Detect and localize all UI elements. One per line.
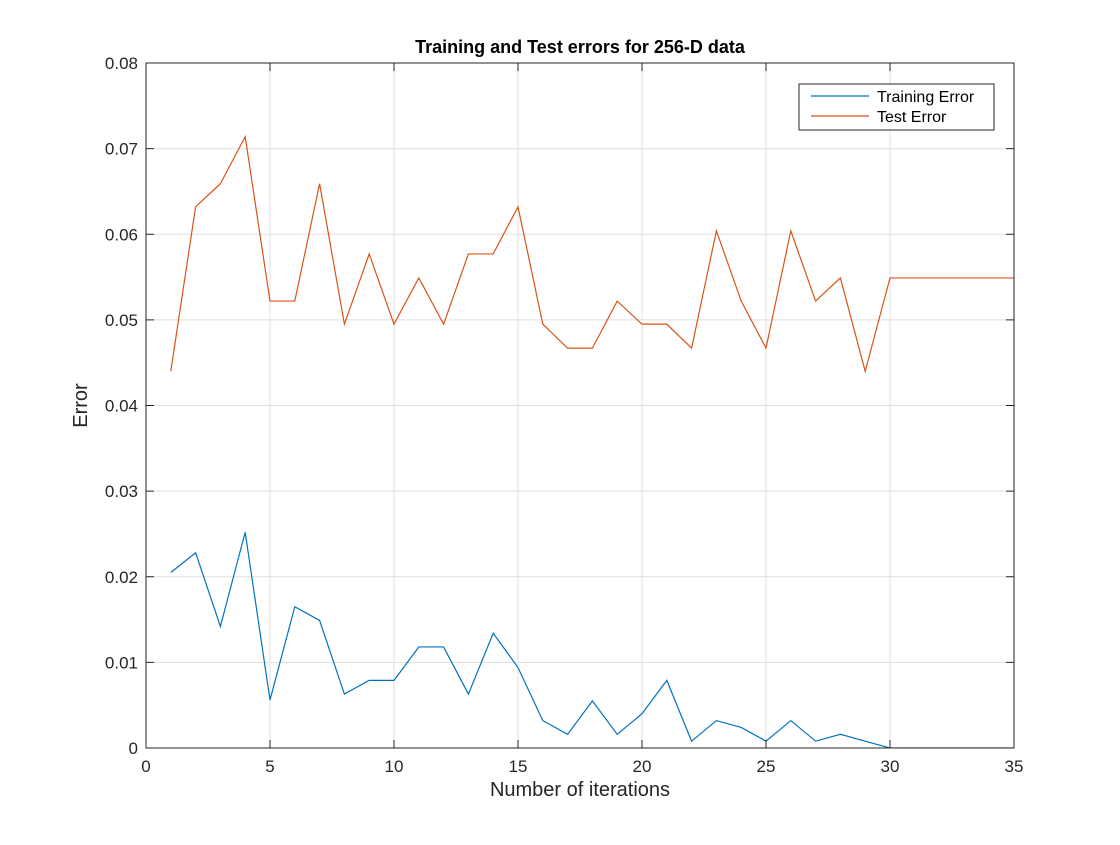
y-tick-label: 0 — [129, 739, 138, 758]
series-line-test-error — [170, 134, 1014, 374]
x-tick-label: 10 — [385, 757, 404, 776]
x-tick-label: 15 — [509, 757, 528, 776]
y-tick-label: 0.04 — [105, 397, 138, 416]
y-tick-label: 0.06 — [105, 225, 138, 244]
x-tick-label: 25 — [757, 757, 776, 776]
y-tick-label: 0.07 — [105, 140, 138, 159]
legend: Training Error Test Error — [798, 83, 995, 131]
y-tick-label: 0.08 — [105, 54, 138, 73]
x-tick-label: 0 — [141, 757, 150, 776]
y-tick-label: 0.05 — [105, 311, 138, 330]
chart-title: Training and Test errors for 256-D data — [415, 37, 746, 57]
grid — [146, 63, 1014, 748]
axis-ticks: 0 5 10 15 20 25 30 35 0 0.01 0.02 0.03 0.04 0.05 0.06 0… — [105, 54, 1024, 776]
y-tick-label: 0.02 — [105, 568, 138, 587]
x-tick-label: 30 — [881, 757, 900, 776]
y-tick-label: 0.03 — [105, 482, 138, 501]
y-axis-label: Error — [70, 383, 92, 428]
x-tick-label: 20 — [633, 757, 652, 776]
legend-label-test-error: Test Error — [877, 109, 947, 126]
legend-label-training-error: Training Error — [877, 89, 975, 106]
legend-box — [798, 83, 995, 131]
y-tick-label: 0.01 — [105, 653, 138, 672]
x-axis-label: Number of iterations — [490, 779, 670, 801]
x-tick-label: 35 — [1005, 757, 1024, 776]
x-tick-label: 5 — [265, 757, 274, 776]
series-lines — [170, 134, 1014, 748]
series-line-training-error — [170, 532, 1014, 748]
